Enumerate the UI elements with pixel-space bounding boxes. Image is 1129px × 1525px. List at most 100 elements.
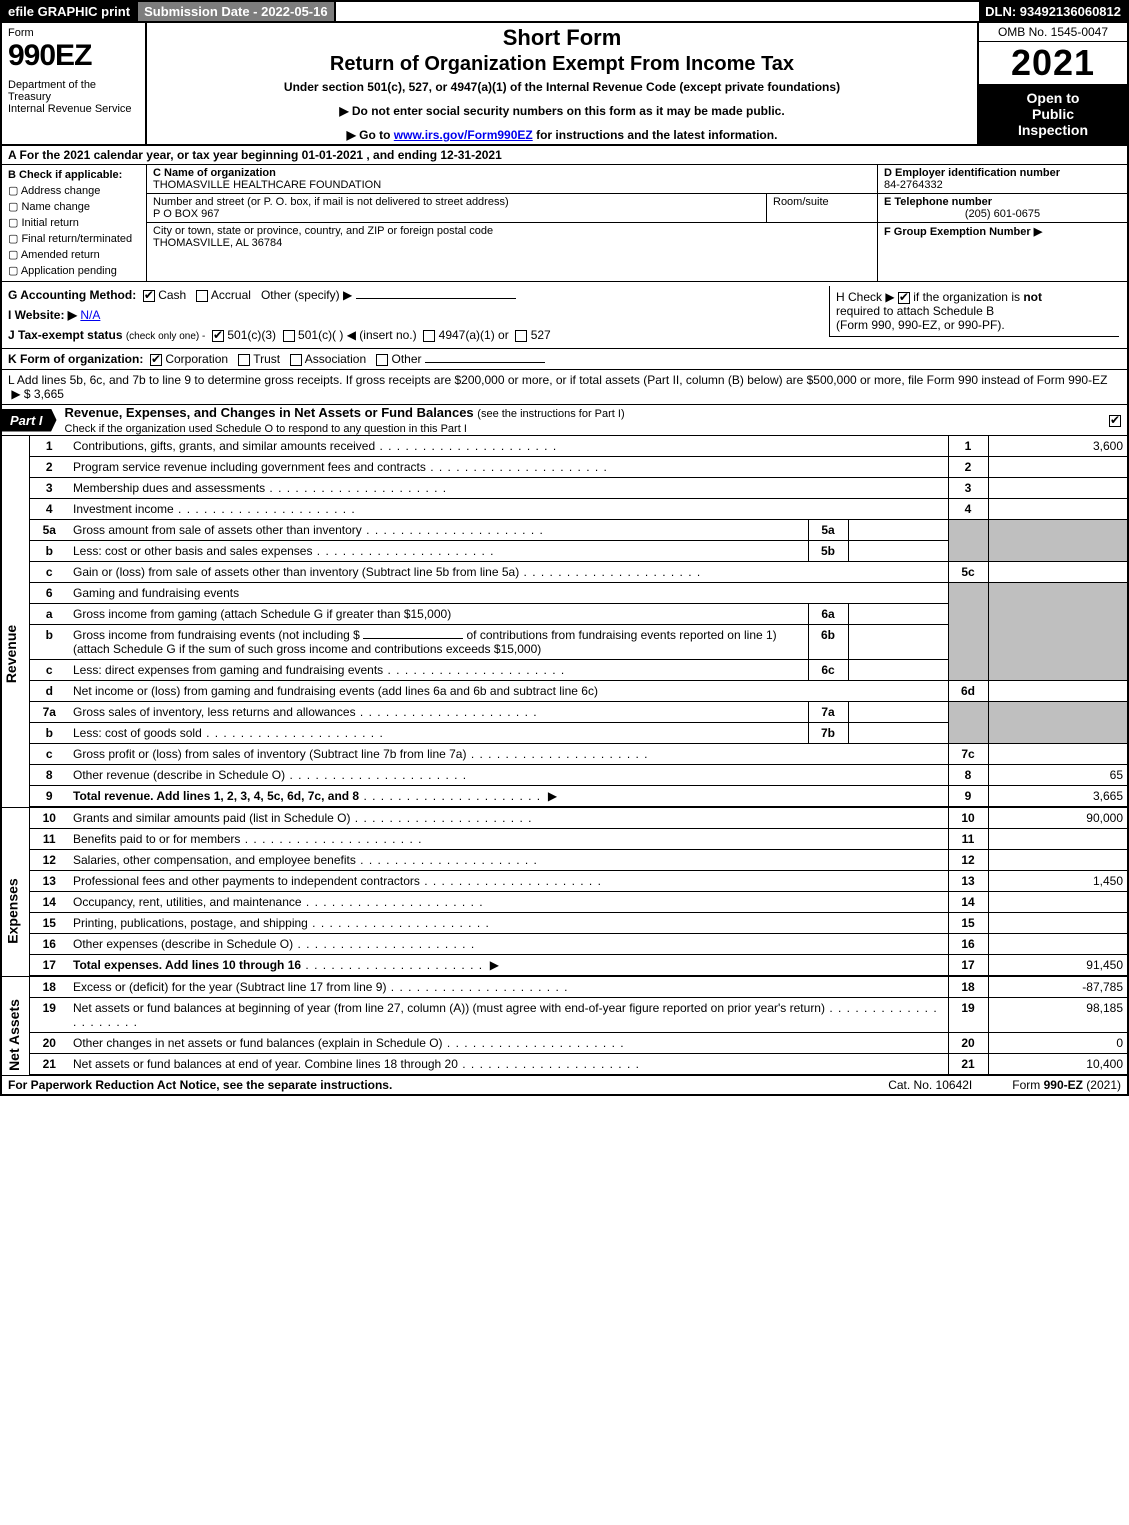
blank-6b[interactable] [363, 638, 463, 639]
ln-2: 2 [29, 457, 69, 478]
h-not: not [1023, 290, 1042, 304]
box-20: 20 [948, 1033, 988, 1054]
block-ghij: G Accounting Method: Cash Accrual Other … [0, 282, 1129, 349]
ln-3: 3 [29, 478, 69, 499]
ln-12: 12 [29, 850, 69, 871]
d-ein-caption: D Employer identification number [884, 167, 1060, 179]
chk-initial-return[interactable]: Initial return [8, 216, 140, 229]
c-city-caption: City or town, state or province, country… [153, 225, 493, 237]
box-19: 19 [948, 998, 988, 1033]
open-to-public: Open to Public Inspection [979, 84, 1127, 144]
desc-18: Excess or (deficit) for the year (Subtra… [73, 980, 386, 994]
arrow-17: ▶ [490, 958, 499, 972]
k-b: Trust [253, 352, 280, 366]
chk-accrual[interactable] [196, 290, 208, 302]
k-other-blank[interactable] [425, 362, 545, 363]
mini-6a: 6a [808, 604, 848, 625]
k-label: K Form of organization: [8, 352, 143, 366]
ln-7a: 7a [29, 702, 69, 723]
ln-11: 11 [29, 829, 69, 850]
desc-7a: Gross sales of inventory, less returns a… [73, 705, 356, 719]
chk-other-org[interactable] [376, 354, 388, 366]
ln-15: 15 [29, 913, 69, 934]
chk-amended-return[interactable]: Amended return [8, 248, 140, 261]
c-name-caption: C Name of organization [153, 167, 276, 179]
open-line2: Public [983, 106, 1123, 122]
amt-14 [988, 892, 1128, 913]
box-10: 10 [948, 807, 988, 829]
footer-r-b: 990-EZ [1044, 1078, 1083, 1092]
box-15: 15 [948, 913, 988, 934]
part1-sub: Check if the organization used Schedule … [65, 423, 467, 435]
lines-table: Revenue 1 Contributions, gifts, grants, … [0, 436, 1129, 1076]
chk-501c[interactable] [283, 330, 295, 342]
box-8: 8 [948, 765, 988, 786]
c-street-box: Number and street (or P. O. box, if mail… [147, 194, 877, 223]
chk-4947[interactable] [423, 330, 435, 342]
chk-name-change[interactable]: Name change [8, 200, 140, 213]
chk-h[interactable] [898, 292, 910, 304]
amt-19: 98,185 [988, 998, 1128, 1033]
j-b: 501(c)( ) ◀ (insert no.) [298, 328, 417, 342]
form-word: Form [8, 27, 139, 39]
h-l3: (Form 990, 990-EZ, or 990-PF). [836, 318, 1005, 332]
part1-check[interactable] [1109, 413, 1121, 428]
desc-17: Total expenses. Add lines 10 through 16 [73, 958, 301, 972]
org-street: P O BOX 967 [153, 208, 219, 220]
title-under-section: Under section 501(c), 527, or 4947(a)(1)… [155, 80, 969, 94]
box-21: 21 [948, 1054, 988, 1076]
ln-5a: 5a [29, 520, 69, 541]
chk-501c3[interactable] [212, 330, 224, 342]
chk-final-return[interactable]: Final return/terminated [8, 232, 140, 245]
amt-6d [988, 681, 1128, 702]
chk-address-change[interactable]: Address change [8, 184, 140, 197]
g-label: G Accounting Method: [8, 288, 136, 302]
mini-5a: 5a [808, 520, 848, 541]
c-street-caption: Number and street (or P. O. box, if mail… [153, 196, 509, 208]
efile-label[interactable]: efile GRAPHIC print [2, 2, 136, 21]
amt-13: 1,450 [988, 871, 1128, 892]
desc-6c: Less: direct expenses from gaming and fu… [73, 663, 383, 677]
desc-11: Benefits paid to or for members [73, 832, 240, 846]
desc-14: Occupancy, rent, utilities, and maintena… [73, 895, 302, 909]
i-label: I Website: ▶ [8, 308, 77, 322]
side-expenses: Expenses [1, 807, 29, 976]
g-other-blank[interactable] [356, 298, 516, 299]
chk-corporation[interactable] [150, 354, 162, 366]
footer-cat: Cat. No. 10642I [888, 1078, 972, 1092]
ln-16: 16 [29, 934, 69, 955]
box-2: 2 [948, 457, 988, 478]
org-city: THOMASVILLE, AL 36784 [153, 237, 282, 249]
irs-link[interactable]: www.irs.gov/Form990EZ [394, 128, 533, 142]
desc-19: Net assets or fund balances at beginning… [73, 1001, 825, 1015]
desc-7c: Gross profit or (loss) from sales of inv… [73, 747, 466, 761]
row-k: K Form of organization: Corporation Trus… [0, 349, 1129, 370]
f-group: F Group Exemption Number ▶ [878, 223, 1127, 240]
chk-trust[interactable] [238, 354, 250, 366]
website-value[interactable]: N/A [80, 308, 100, 322]
col-def: D Employer identification number 84-2764… [877, 165, 1127, 281]
k-c: Association [305, 352, 366, 366]
e-phone: E Telephone number (205) 601-0675 [878, 194, 1127, 223]
chk-527[interactable] [515, 330, 527, 342]
ln-5c: c [29, 562, 69, 583]
amt-21: 10,400 [988, 1054, 1128, 1076]
mini-amt-6a [848, 604, 948, 625]
chk-association[interactable] [290, 354, 302, 366]
grey-5b [988, 520, 1128, 562]
grey-7 [948, 702, 988, 744]
desc-5b: Less: cost or other basis and sales expe… [73, 544, 312, 558]
grey-6 [948, 583, 988, 681]
chk-cash[interactable] [143, 290, 155, 302]
box-9: 9 [948, 786, 988, 808]
chk-application-pending[interactable]: Application pending [8, 264, 140, 277]
row-l: L Add lines 5b, 6c, and 7b to line 9 to … [0, 370, 1129, 405]
bullet-goto-pre: ▶ Go to [347, 128, 394, 142]
mini-amt-6c [848, 660, 948, 681]
g-accrual: Accrual [211, 288, 251, 302]
submission-date: Submission Date - 2022-05-16 [136, 2, 336, 21]
desc-5a: Gross amount from sale of assets other t… [73, 523, 362, 537]
h-pre: H Check ▶ [836, 290, 898, 304]
col-c: C Name of organization THOMASVILLE HEALT… [147, 165, 877, 281]
header-middle: Short Form Return of Organization Exempt… [147, 23, 977, 144]
